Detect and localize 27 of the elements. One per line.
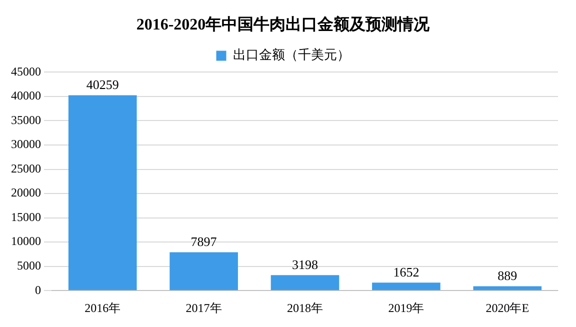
bar [68,95,137,290]
x-tick-label: 2019年 [388,300,424,315]
y-tick-label: 30000 [11,137,41,152]
y-tick-label: 20000 [11,186,41,200]
chart-title: 2016-2020年中国牛肉出口金额及预测情况 [136,16,431,34]
y-tick-label: 15000 [11,210,41,224]
bar [473,286,542,290]
data-label: 889 [498,268,518,284]
y-tick-label: 0 [35,282,41,297]
x-tick-label: 2016年 [84,300,121,315]
bar [372,282,440,290]
y-tick-label: 40000 [11,88,41,103]
data-label: 7897 [190,234,218,250]
x-tick-label: 2017年 [186,300,222,315]
y-tick-label: 35000 [11,112,41,127]
data-label: 1652 [393,264,420,280]
x-tick-label: 2018年 [287,300,323,315]
legend-label: 出口金额（千美元） [232,47,350,62]
bar [270,275,340,290]
y-tick-label: 25000 [11,161,41,176]
x-tick-label: 2020年E [486,300,530,315]
y-tick-label: 45000 [11,64,41,78]
y-tick-label: 10000 [11,234,41,248]
data-label: 40259 [86,77,119,92]
y-tick-label: 5000 [17,258,41,272]
data-label: 3198 [292,257,318,272]
bar [170,252,238,290]
